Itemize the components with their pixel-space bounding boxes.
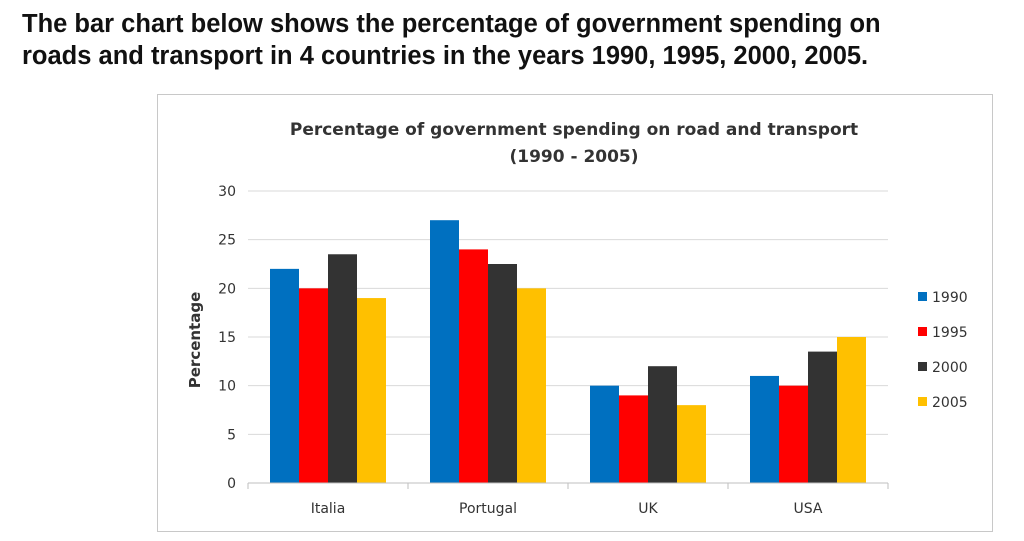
chart-title: Percentage of government spending on roa… bbox=[290, 120, 858, 140]
y-tick-label: 20 bbox=[218, 281, 236, 297]
bar-italia-1995 bbox=[299, 288, 328, 483]
x-tick-label: Portugal bbox=[459, 501, 517, 517]
bar-uk-2000 bbox=[648, 366, 677, 483]
bar-italia-2005 bbox=[357, 298, 386, 483]
bar-portugal-1995 bbox=[459, 249, 488, 483]
chart-subtitle: (1990 - 2005) bbox=[509, 147, 638, 167]
legend-swatch bbox=[918, 397, 927, 406]
legend-swatch bbox=[918, 327, 927, 336]
legend-swatch bbox=[918, 362, 927, 371]
y-tick-label: 30 bbox=[218, 184, 236, 200]
bar-uk-1990 bbox=[590, 385, 619, 483]
bar-portugal-2005 bbox=[517, 288, 546, 483]
legend-label: 1990 bbox=[932, 290, 968, 306]
legend-label: 1995 bbox=[932, 325, 968, 341]
bar-portugal-1990 bbox=[430, 220, 459, 483]
bar-italia-1990 bbox=[270, 268, 299, 483]
bar-usa-1990 bbox=[750, 375, 779, 483]
y-axis-label: Percentage bbox=[186, 292, 204, 389]
legend-label: 2000 bbox=[932, 360, 968, 376]
bar-italia-2000 bbox=[328, 254, 357, 483]
legend-swatch bbox=[918, 292, 927, 301]
heading-line-1: The bar chart below shows the percentage… bbox=[22, 10, 881, 38]
y-tick-label: 0 bbox=[227, 476, 236, 492]
bar-usa-1995 bbox=[779, 385, 808, 483]
y-tick-label: 10 bbox=[218, 379, 236, 395]
x-tick-label: USA bbox=[794, 501, 823, 517]
legend-label: 2005 bbox=[932, 395, 968, 411]
y-tick-label: 15 bbox=[218, 330, 236, 346]
heading-line-2: roads and transport in 4 countries in th… bbox=[22, 42, 869, 70]
y-tick-label: 5 bbox=[227, 427, 236, 443]
bar-uk-1995 bbox=[619, 395, 648, 483]
bar-usa-2000 bbox=[808, 351, 837, 483]
y-tick-label: 25 bbox=[218, 233, 236, 249]
x-tick-label: UK bbox=[638, 501, 658, 517]
bar-usa-2005 bbox=[837, 337, 866, 483]
bar-uk-2005 bbox=[677, 405, 706, 483]
page-heading: The bar chart below shows the percentage… bbox=[22, 8, 1012, 72]
bar-portugal-2000 bbox=[488, 264, 517, 483]
x-tick-label: Italia bbox=[311, 501, 346, 517]
